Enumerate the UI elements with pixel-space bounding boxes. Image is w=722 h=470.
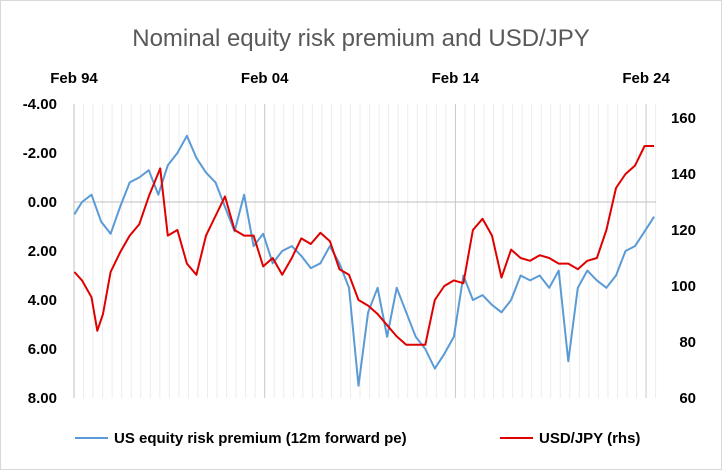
legend-label: US equity risk premium (12m forward pe) — [114, 430, 407, 447]
y-left-tick-label: 2.00 — [28, 243, 57, 260]
legend-label: USD/JPY (rhs) — [539, 430, 640, 447]
series-line-equity-risk-premium — [73, 134, 655, 387]
grid — [73, 104, 657, 398]
y-left-ticks: -4.00 -2.00 0.00 2.00 4.00 6.00 8.00 — [23, 96, 57, 407]
y-right-tick-label: 100 — [671, 278, 696, 295]
y-right-tick-label: 60 — [679, 390, 696, 407]
y-left-tick-label: 4.00 — [28, 292, 57, 309]
legend: US equity risk premium (12m forward pe) U… — [75, 430, 640, 447]
y-right-tick-label: 120 — [671, 222, 696, 239]
y-right-tick-label: 160 — [671, 110, 696, 127]
x-tick-label: Feb 94 — [50, 70, 98, 87]
x-tick-label: Feb 04 — [241, 70, 289, 87]
y-left-tick-label: -4.00 — [23, 96, 57, 113]
y-left-tick-label: 6.00 — [28, 341, 57, 358]
y-left-tick-label: 0.00 — [28, 194, 57, 211]
y-left-tick-label: -2.00 — [23, 145, 57, 162]
x-tick-label: Feb 24 — [622, 70, 670, 87]
x-ticks: Feb 94 Feb 04 Feb 14 Feb 24 — [50, 70, 670, 87]
y-right-tick-label: 80 — [679, 334, 696, 351]
y-right-ticks: 60 80 100 120 140 160 — [671, 110, 696, 407]
series-line-usdjpy — [73, 145, 655, 346]
y-right-tick-label: 140 — [671, 166, 696, 183]
series — [73, 134, 655, 387]
x-tick-label: Feb 14 — [432, 70, 480, 87]
y-left-tick-label: 8.00 — [28, 390, 57, 407]
axes — [73, 104, 656, 398]
chart-title: Nominal equity risk premium and USD/JPY — [132, 25, 590, 52]
